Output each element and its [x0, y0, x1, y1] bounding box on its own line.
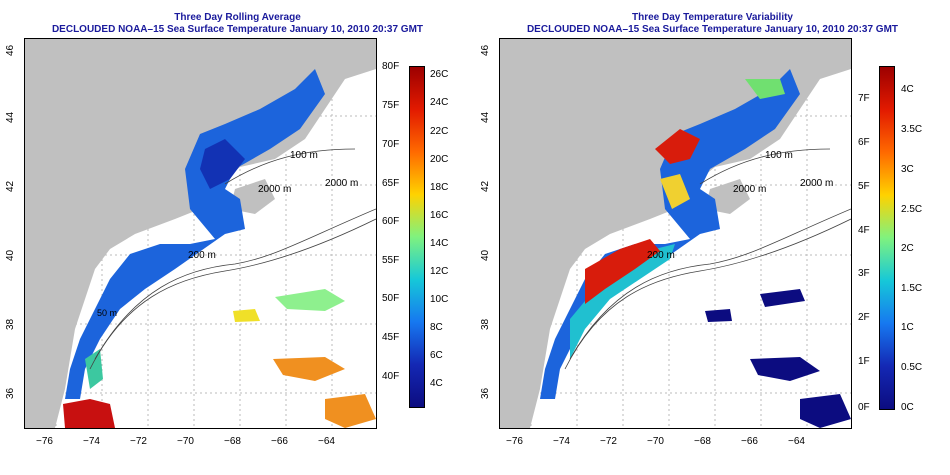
- right-subtitle: DECLOUDED NOAA–15 Sea Surface Temperatur…: [526, 24, 899, 35]
- cbar-f-label: 55F: [382, 255, 400, 266]
- sst-green-patch: [275, 289, 345, 311]
- x-tick: −64: [318, 436, 335, 447]
- var-speckle: [750, 357, 820, 381]
- y-tick: 40: [480, 249, 491, 261]
- left-title: Three Day Rolling Average: [174, 12, 301, 23]
- cbar-c-label: 4C: [430, 378, 443, 389]
- bathymetry-contours: [564, 148, 851, 370]
- x-tick: −66: [741, 436, 758, 447]
- y-tick: 40: [5, 249, 16, 261]
- cbar-c-label: 12C: [430, 266, 449, 277]
- cbar-f-label: 2F: [858, 312, 870, 323]
- cbar-f-label: 0F: [858, 402, 870, 413]
- sst-yellow-patch: [233, 309, 260, 322]
- cbar-c-label: 26C: [430, 69, 449, 80]
- left-sst-map: [24, 38, 377, 429]
- left-colorbar: [409, 66, 425, 408]
- cbar-c-label: 22C: [430, 126, 449, 137]
- right-colorbar: [879, 66, 895, 410]
- cbar-f-label: 60F: [382, 216, 400, 227]
- x-tick: −76: [36, 436, 53, 447]
- var-cyan: [570, 244, 675, 359]
- cbar-c-label: 10C: [430, 294, 449, 305]
- x-tick: −76: [506, 436, 523, 447]
- sst-warm: [63, 399, 115, 428]
- y-tick: 36: [5, 387, 16, 399]
- cbar-f-label: 75F: [382, 100, 400, 111]
- y-tick: 46: [5, 44, 16, 56]
- left-subtitle: DECLOUDED NOAA–15 Sea Surface Temperatur…: [51, 24, 424, 35]
- sst-cold-band: [65, 69, 325, 399]
- var-speckle: [705, 309, 732, 322]
- land: [705, 179, 750, 214]
- x-tick: −72: [600, 436, 617, 447]
- cbar-f-label: 7F: [858, 93, 870, 104]
- cbar-c-label: 3.5C: [901, 124, 923, 135]
- cbar-f-label: 70F: [382, 139, 400, 150]
- x-tick: −74: [553, 436, 570, 447]
- cbar-f-label: 45F: [382, 332, 400, 343]
- cbar-c-label: 14C: [430, 238, 449, 249]
- y-tick: 38: [5, 318, 16, 330]
- cbar-c-label: 4C: [901, 84, 914, 95]
- cbar-c-label: 0C: [901, 402, 914, 413]
- cbar-f-label: 1F: [858, 356, 870, 367]
- x-tick: −68: [694, 436, 711, 447]
- x-tick: −68: [224, 436, 241, 447]
- cbar-f-label: 40F: [382, 371, 400, 382]
- var-base: [540, 69, 800, 399]
- cbar-c-label: 1.5C: [901, 283, 923, 294]
- cbar-f-label: 65F: [382, 178, 400, 189]
- x-tick: −64: [788, 436, 805, 447]
- y-tick: 42: [5, 180, 16, 192]
- var-speckle: [760, 289, 805, 307]
- y-tick: 46: [480, 44, 491, 56]
- sst-green: [85, 349, 103, 389]
- x-tick: −74: [83, 436, 100, 447]
- cbar-c-label: 16C: [430, 210, 449, 221]
- cbar-c-label: 6C: [430, 350, 443, 361]
- cbar-f-label: 4F: [858, 225, 870, 236]
- cbar-c-label: 0.5C: [901, 362, 923, 373]
- sst-orange-patch: [325, 394, 376, 428]
- right-variability-map: [499, 38, 852, 429]
- y-tick: 44: [480, 111, 491, 123]
- cbar-c-label: 20C: [430, 154, 449, 165]
- cbar-f-label: 5F: [858, 181, 870, 192]
- cbar-c-label: 3C: [901, 164, 914, 175]
- sst-orange-patch: [273, 357, 345, 381]
- y-tick: 36: [480, 387, 491, 399]
- bathymetry-contours: [89, 148, 376, 370]
- left-panel: Three Day Rolling Average DECLOUDED NOAA…: [5, 12, 449, 447]
- var-yellow: [660, 174, 690, 209]
- sst-deep-blue: [200, 139, 245, 189]
- cbar-c-label: 1C: [901, 322, 914, 333]
- right-panel: Three Day Temperature Variability DECLOU…: [475, 0, 950, 475]
- var-high: [585, 239, 660, 304]
- cbar-f-label: 80F: [382, 61, 400, 72]
- cbar-c-label: 2C: [901, 243, 914, 254]
- y-tick: 38: [480, 318, 491, 330]
- cbar-f-label: 50F: [382, 293, 400, 304]
- cbar-c-label: 8C: [430, 322, 443, 333]
- x-tick: −70: [647, 436, 664, 447]
- cbar-f-label: 6F: [858, 137, 870, 148]
- right-title: Three Day Temperature Variability: [632, 12, 793, 23]
- x-tick: −72: [130, 436, 147, 447]
- var-speckle: [800, 394, 851, 428]
- y-tick: 44: [5, 111, 16, 123]
- x-tick: −66: [271, 436, 288, 447]
- var-high: [655, 129, 700, 164]
- cbar-c-label: 24C: [430, 97, 449, 108]
- x-tick: −70: [177, 436, 194, 447]
- cbar-c-label: 18C: [430, 182, 449, 193]
- cbar-f-label: 3F: [858, 268, 870, 279]
- land: [230, 179, 275, 214]
- cbar-c-label: 2.5C: [901, 204, 923, 215]
- var-green: [745, 79, 785, 99]
- y-tick: 42: [480, 180, 491, 192]
